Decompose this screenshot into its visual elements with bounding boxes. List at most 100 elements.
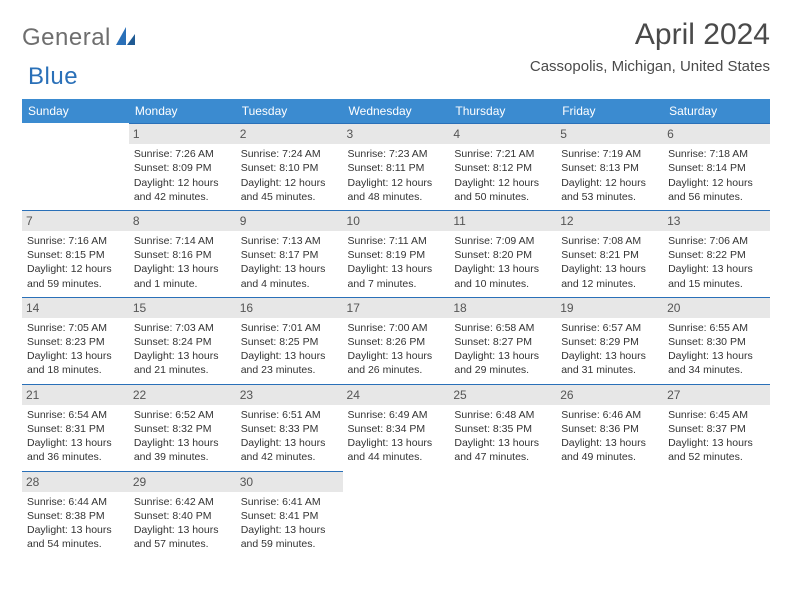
day-detail-line: Sunset: 8:09 PM [134, 161, 231, 175]
calendar-day-cell: 19Sunrise: 6:57 AMSunset: 8:29 PMDayligh… [556, 297, 663, 384]
calendar-day-cell: 18Sunrise: 6:58 AMSunset: 8:27 PMDayligh… [449, 297, 556, 384]
day-details: Sunrise: 6:51 AMSunset: 8:33 PMDaylight:… [241, 408, 338, 465]
day-detail-line: Sunrise: 6:48 AM [454, 408, 551, 422]
day-number: 13 [663, 210, 770, 231]
day-number: 1 [129, 123, 236, 144]
calendar-page: General April 2024 Cassopolis, Michigan,… [0, 0, 792, 579]
day-detail-line: and 31 minutes. [561, 363, 658, 377]
day-detail-line: Sunrise: 7:23 AM [348, 147, 445, 161]
calendar-day-cell: 2Sunrise: 7:24 AMSunset: 8:10 PMDaylight… [236, 123, 343, 210]
calendar-week-row: 14Sunrise: 7:05 AMSunset: 8:23 PMDayligh… [22, 297, 770, 384]
day-detail-line: and 57 minutes. [134, 537, 231, 551]
day-details: Sunrise: 7:03 AMSunset: 8:24 PMDaylight:… [134, 321, 231, 378]
day-detail-line: Daylight: 13 hours [561, 262, 658, 276]
calendar-day-cell: 9Sunrise: 7:13 AMSunset: 8:17 PMDaylight… [236, 210, 343, 297]
day-detail-line: Daylight: 13 hours [134, 436, 231, 450]
day-number [663, 471, 770, 476]
day-detail-line: and 52 minutes. [668, 450, 765, 464]
day-detail-line: Sunset: 8:33 PM [241, 422, 338, 436]
calendar-day-cell: 29 Sunrise: 6:42 AMSunset: 8:40 PMDayligh… [129, 471, 236, 558]
day-detail-line: Daylight: 13 hours [241, 262, 338, 276]
day-details: Sunrise: 6:58 AMSunset: 8:27 PMDaylight:… [454, 321, 551, 378]
day-details: Sunrise: 7:00 AMSunset: 8:26 PMDaylight:… [348, 321, 445, 378]
day-detail-line: Sunrise: 7:00 AM [348, 321, 445, 335]
calendar-day-cell: 16Sunrise: 7:01 AMSunset: 8:25 PMDayligh… [236, 297, 343, 384]
day-detail-line: and 48 minutes. [348, 190, 445, 204]
day-details: Sunrise: 7:21 AMSunset: 8:12 PMDaylight:… [454, 147, 551, 204]
day-number: 28 [22, 471, 129, 492]
day-detail-line: Sunset: 8:14 PM [668, 161, 765, 175]
day-detail-line: Daylight: 13 hours [348, 349, 445, 363]
day-detail-line: and 44 minutes. [348, 450, 445, 464]
day-number: 15 [129, 297, 236, 318]
calendar-day-cell [449, 471, 556, 558]
calendar-day-cell: 13Sunrise: 7:06 AMSunset: 8:22 PMDayligh… [663, 210, 770, 297]
day-detail-line: Sunrise: 7:08 AM [561, 234, 658, 248]
day-detail-line: Sunrise: 6:55 AM [668, 321, 765, 335]
day-number: 12 [556, 210, 663, 231]
day-detail-line: and 12 minutes. [561, 277, 658, 291]
weekday-header: Tuesday [236, 99, 343, 123]
day-details: Sunrise: 7:11 AMSunset: 8:19 PMDaylight:… [348, 234, 445, 291]
day-number: 4 [449, 123, 556, 144]
day-detail-line: and 29 minutes. [454, 363, 551, 377]
day-detail-line: Daylight: 13 hours [27, 349, 124, 363]
day-detail-line: Sunset: 8:36 PM [561, 422, 658, 436]
day-detail-line: and 21 minutes. [134, 363, 231, 377]
day-detail-line: Sunset: 8:26 PM [348, 335, 445, 349]
day-details: Sunrise: 7:14 AMSunset: 8:16 PMDaylight:… [134, 234, 231, 291]
day-detail-line: Sunrise: 6:57 AM [561, 321, 658, 335]
day-detail-line: Daylight: 13 hours [454, 262, 551, 276]
day-detail-line: and 56 minutes. [668, 190, 765, 204]
day-detail-line: Sunrise: 7:14 AM [134, 234, 231, 248]
day-number: 8 [129, 210, 236, 231]
day-detail-line: Sunset: 8:15 PM [27, 248, 124, 262]
day-number [343, 471, 450, 476]
day-detail-line: and 10 minutes. [454, 277, 551, 291]
day-number: 10 [343, 210, 450, 231]
calendar-table: Sunday Monday Tuesday Wednesday Thursday… [22, 99, 770, 557]
day-number: 9 [236, 210, 343, 231]
day-detail-line: Sunrise: 7:05 AM [27, 321, 124, 335]
day-detail-line: Daylight: 12 hours [348, 176, 445, 190]
day-details: Sunrise: 6:44 AMSunset: 8:38 PMDaylight:… [27, 495, 124, 552]
day-detail-line: and 4 minutes. [241, 277, 338, 291]
day-details: Sunrise: 7:05 AMSunset: 8:23 PMDaylight:… [27, 321, 124, 378]
day-detail-line: Sunset: 8:11 PM [348, 161, 445, 175]
calendar-day-cell [556, 471, 663, 558]
day-detail-line: Sunrise: 6:58 AM [454, 321, 551, 335]
day-detail-line: Sunset: 8:22 PM [668, 248, 765, 262]
calendar-day-cell: 7Sunrise: 7:16 AMSunset: 8:15 PMDaylight… [22, 210, 129, 297]
day-detail-line: and 49 minutes. [561, 450, 658, 464]
day-detail-line: Sunrise: 6:51 AM [241, 408, 338, 422]
day-detail-line: Sunrise: 6:45 AM [668, 408, 765, 422]
day-number: 21 [22, 384, 129, 405]
calendar-day-cell: 23Sunrise: 6:51 AMSunset: 8:33 PMDayligh… [236, 384, 343, 471]
day-details: Sunrise: 7:26 AMSunset: 8:09 PMDaylight:… [134, 147, 231, 204]
calendar-day-cell: 11Sunrise: 7:09 AMSunset: 8:20 PMDayligh… [449, 210, 556, 297]
day-detail-line: Daylight: 13 hours [241, 349, 338, 363]
day-detail-line: and 47 minutes. [454, 450, 551, 464]
day-detail-line: and 1 minute. [134, 277, 231, 291]
day-number: 24 [343, 384, 450, 405]
day-detail-line: Daylight: 13 hours [668, 349, 765, 363]
day-detail-line: Daylight: 13 hours [241, 523, 338, 537]
day-detail-line: Daylight: 12 hours [134, 176, 231, 190]
logo: General [22, 24, 139, 52]
logo-text-2: Blue [28, 63, 78, 90]
day-details: Sunrise: 6:48 AMSunset: 8:35 PMDaylight:… [454, 408, 551, 465]
day-detail-line: Sunrise: 6:49 AM [348, 408, 445, 422]
day-detail-line: Daylight: 13 hours [454, 349, 551, 363]
day-number: 29 [129, 471, 236, 492]
day-detail-line: Daylight: 13 hours [241, 436, 338, 450]
day-detail-line: Sunset: 8:38 PM [27, 509, 124, 523]
day-number: 5 [556, 123, 663, 144]
day-number [556, 471, 663, 476]
calendar-day-cell: 26Sunrise: 6:46 AMSunset: 8:36 PMDayligh… [556, 384, 663, 471]
day-detail-line: and 26 minutes. [348, 363, 445, 377]
day-details: Sunrise: 7:18 AMSunset: 8:14 PMDaylight:… [668, 147, 765, 204]
day-details: Sunrise: 6:42 AMSunset: 8:40 PMDaylight:… [134, 495, 231, 552]
logo-sail-icon [115, 26, 137, 51]
day-detail-line: Sunrise: 7:13 AM [241, 234, 338, 248]
day-detail-line: Daylight: 12 hours [561, 176, 658, 190]
